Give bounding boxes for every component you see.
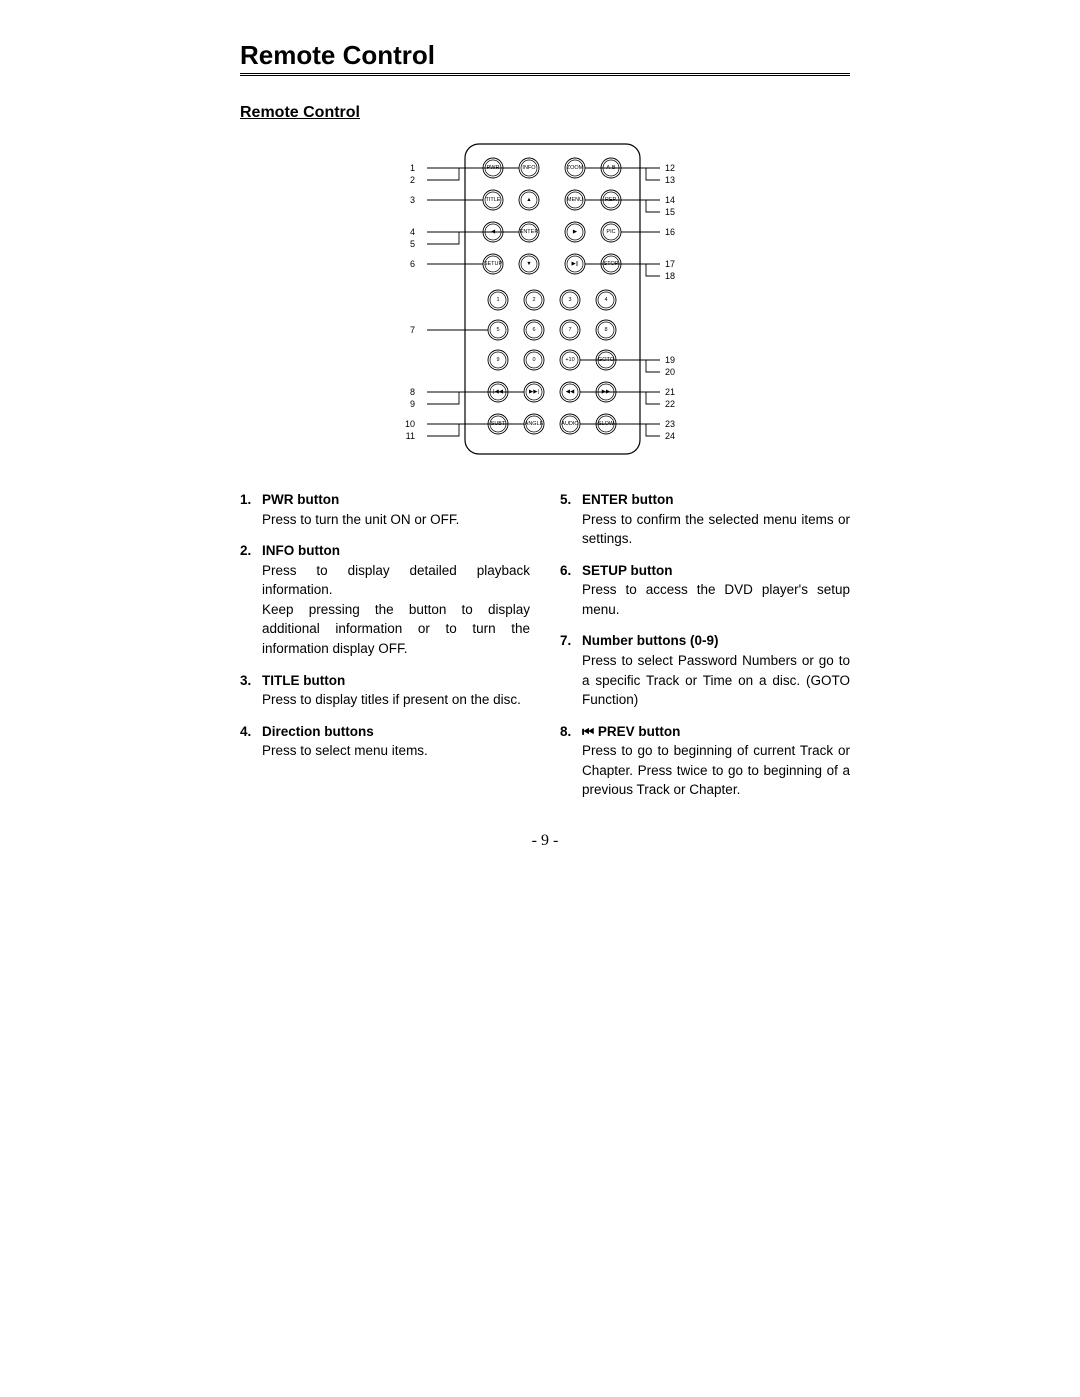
description-body: Number buttons (0-9)Press to select Pass… [582, 631, 850, 709]
svg-text:SETUP: SETUP [484, 261, 503, 267]
description-item: 3.TITLE buttonPress to display titles if… [240, 671, 530, 710]
description-column-left: 1.PWR buttonPress to turn the unit ON or… [240, 490, 530, 812]
description-title: SETUP button [582, 561, 850, 581]
svg-text:15: 15 [665, 207, 675, 217]
description-columns: 1.PWR buttonPress to turn the unit ON or… [240, 490, 850, 812]
description-item: 1.PWR buttonPress to turn the unit ON or… [240, 490, 530, 529]
svg-text:11: 11 [406, 431, 415, 441]
description-title: INFO button [262, 541, 530, 561]
description-number: 6. [560, 561, 582, 620]
description-title: Number buttons (0-9) [582, 631, 850, 651]
svg-text:10: 10 [405, 419, 415, 429]
svg-text:▲: ▲ [526, 197, 531, 203]
description-column-right: 5.ENTER buttonPress to confirm the selec… [560, 490, 850, 812]
description-text: Press to display detailed playback infor… [262, 561, 530, 600]
svg-text:▼: ▼ [526, 261, 531, 267]
description-item: 8.⏮ PREV buttonPress to go to beginning … [560, 722, 850, 800]
svg-text:6: 6 [532, 327, 535, 333]
description-title: TITLE button [262, 671, 530, 691]
description-item: 4.Direction buttonsPress to select menu … [240, 722, 530, 761]
svg-text:21: 21 [665, 387, 675, 397]
svg-text:MENU: MENU [567, 197, 583, 203]
description-item: 7.Number buttons (0-9)Press to select Pa… [560, 631, 850, 709]
description-body: PWR buttonPress to turn the unit ON or O… [262, 490, 530, 529]
description-body: INFO buttonPress to display detailed pla… [262, 541, 530, 658]
page-number: - 9 - [240, 832, 850, 850]
svg-text:18: 18 [665, 271, 675, 281]
svg-text:+10: +10 [565, 357, 574, 363]
svg-text:ANGLE: ANGLE [525, 421, 544, 427]
svg-text:▶||: ▶|| [571, 261, 578, 267]
description-number: 1. [240, 490, 262, 529]
svg-text:1: 1 [410, 163, 415, 173]
description-item: 2.INFO buttonPress to display detailed p… [240, 541, 530, 658]
description-title: Direction buttons [262, 722, 530, 742]
description-text: Keep pressing the button to display addi… [262, 600, 530, 659]
svg-text:3: 3 [568, 297, 571, 303]
svg-text:17: 17 [665, 259, 675, 269]
remote-diagram: PWRINFOZOOMA-BTITLE▲MENUREP.◀ENTER▶PICSE… [315, 140, 775, 460]
svg-text:9: 9 [496, 357, 499, 363]
description-body: Direction buttonsPress to select menu it… [262, 722, 530, 761]
description-number: 7. [560, 631, 582, 709]
description-body: ⏮ PREV buttonPress to go to beginning of… [582, 722, 850, 800]
description-text: Press to access the DVD player's setup m… [582, 580, 850, 619]
description-number: 3. [240, 671, 262, 710]
svg-text:23: 23 [665, 419, 675, 429]
section-subheader: Remote Control [240, 104, 850, 122]
description-item: 6.SETUP buttonPress to access the DVD pl… [560, 561, 850, 620]
description-title: PWR button [262, 490, 530, 510]
description-text: Press to turn the unit ON or OFF. [262, 510, 530, 530]
svg-text:1: 1 [496, 297, 499, 303]
description-number: 2. [240, 541, 262, 658]
page-header: Remote Control [240, 40, 850, 76]
svg-text:9: 9 [410, 399, 415, 409]
svg-text:7: 7 [410, 325, 415, 335]
svg-text:◀◀: ◀◀ [566, 389, 575, 395]
svg-text:24: 24 [665, 431, 675, 441]
description-item: 5.ENTER buttonPress to confirm the selec… [560, 490, 850, 549]
svg-text:3: 3 [410, 195, 415, 205]
svg-text:5: 5 [496, 327, 499, 333]
svg-text:22: 22 [665, 399, 675, 409]
svg-text:13: 13 [665, 175, 675, 185]
description-number: 4. [240, 722, 262, 761]
svg-text:5: 5 [410, 239, 415, 249]
svg-text:4: 4 [410, 227, 415, 237]
description-text: Press to display titles if present on th… [262, 690, 530, 710]
svg-text:ENTER: ENTER [520, 229, 539, 235]
svg-text:19: 19 [665, 355, 675, 365]
svg-text:2: 2 [532, 297, 535, 303]
description-body: TITLE buttonPress to display titles if p… [262, 671, 530, 710]
description-title: ENTER button [582, 490, 850, 510]
svg-text:8: 8 [410, 387, 415, 397]
description-number: 8. [560, 722, 582, 800]
svg-text:PIC: PIC [606, 229, 615, 235]
description-text: Press to select Password Numbers or go t… [582, 651, 850, 710]
description-number: 5. [560, 490, 582, 549]
svg-text:6: 6 [410, 259, 415, 269]
svg-text:4: 4 [604, 297, 607, 303]
svg-text:20: 20 [665, 367, 675, 377]
description-text: Press to go to beginning of current Trac… [582, 741, 850, 800]
remote-diagram-container: PWRINFOZOOMA-BTITLE▲MENUREP.◀ENTER▶PICSE… [240, 140, 850, 460]
description-body: ENTER buttonPress to confirm the selecte… [582, 490, 850, 549]
svg-text:TITLE: TITLE [486, 197, 501, 203]
svg-text:0: 0 [532, 357, 535, 363]
svg-text:16: 16 [665, 227, 675, 237]
description-text: Press to confirm the selected menu items… [582, 510, 850, 549]
description-text: Press to select menu items. [262, 741, 530, 761]
svg-text:7: 7 [568, 327, 571, 333]
svg-text:ZOOM: ZOOM [567, 165, 584, 171]
description-body: SETUP buttonPress to access the DVD play… [582, 561, 850, 620]
svg-text:14: 14 [665, 195, 675, 205]
svg-text:▶▶|: ▶▶| [529, 389, 539, 395]
svg-text:12: 12 [665, 163, 675, 173]
svg-text:2: 2 [410, 175, 415, 185]
description-title: ⏮ PREV button [582, 722, 850, 742]
svg-text:AUDIO: AUDIO [561, 421, 579, 427]
svg-text:INFO: INFO [522, 165, 536, 171]
svg-text:8: 8 [604, 327, 607, 333]
